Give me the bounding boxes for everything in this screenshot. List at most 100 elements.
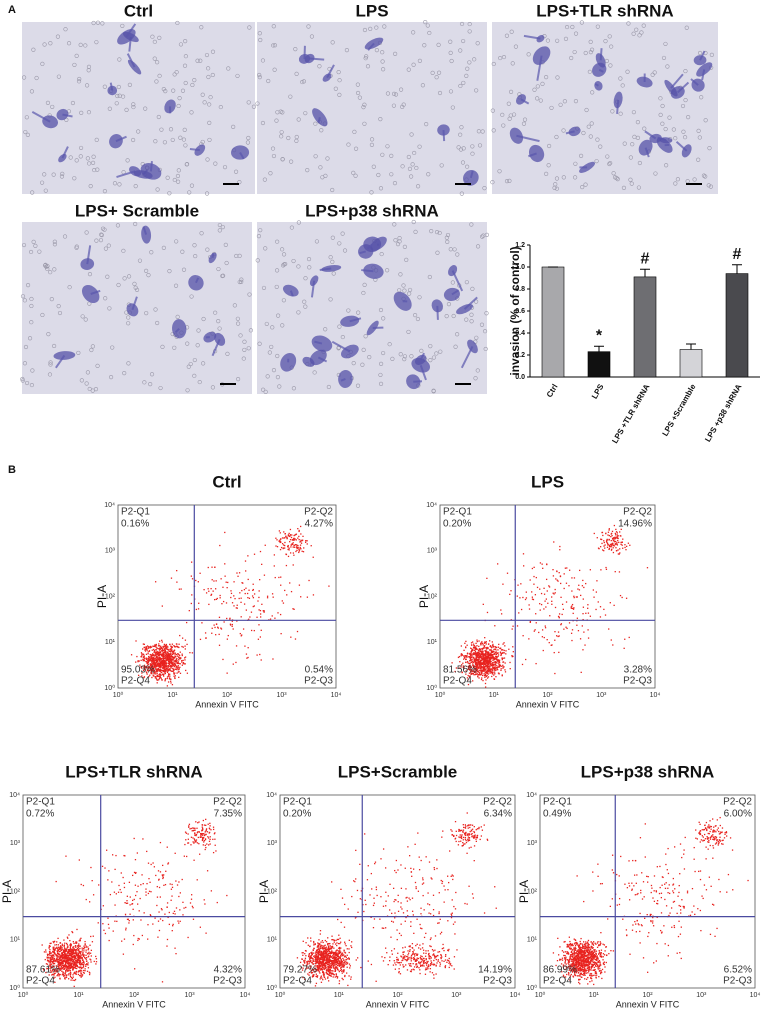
event-dot bbox=[145, 888, 147, 890]
pore bbox=[277, 384, 282, 389]
event-dot bbox=[259, 579, 261, 581]
event-dot bbox=[51, 954, 53, 956]
event-dot bbox=[484, 676, 486, 679]
pore bbox=[270, 325, 275, 330]
pore bbox=[103, 246, 109, 251]
event-dot bbox=[65, 964, 67, 966]
pore bbox=[451, 313, 456, 319]
cell-process bbox=[310, 280, 316, 298]
event-dot bbox=[65, 961, 67, 963]
event-dot bbox=[184, 843, 186, 846]
event-dot bbox=[90, 866, 92, 869]
event-dot bbox=[338, 946, 341, 949]
event-dot bbox=[50, 942, 52, 944]
pore bbox=[257, 31, 262, 36]
event-dot bbox=[310, 966, 312, 968]
event-dot bbox=[138, 660, 140, 662]
event-dot bbox=[123, 938, 126, 940]
event-dot bbox=[481, 677, 483, 679]
event-dot bbox=[492, 650, 494, 652]
event-dot bbox=[159, 677, 161, 679]
pore bbox=[20, 376, 25, 382]
event-dot bbox=[481, 653, 483, 655]
event-dot bbox=[495, 646, 497, 648]
event-dot bbox=[166, 665, 168, 667]
event-dot bbox=[77, 946, 79, 948]
event-dot bbox=[174, 664, 177, 667]
event-dot bbox=[154, 677, 156, 679]
event-dot bbox=[195, 579, 197, 582]
pore bbox=[459, 125, 464, 130]
pore bbox=[365, 64, 371, 69]
pore bbox=[137, 258, 143, 263]
pore bbox=[178, 42, 184, 47]
event-dot bbox=[166, 653, 168, 656]
event-dot bbox=[581, 625, 583, 627]
event-dot bbox=[165, 646, 168, 649]
event-dot bbox=[294, 538, 296, 540]
pore bbox=[33, 243, 38, 248]
pore bbox=[258, 37, 263, 43]
event-dot bbox=[607, 544, 609, 546]
event-dot bbox=[587, 612, 590, 614]
cell bbox=[298, 54, 311, 64]
pore bbox=[63, 27, 68, 32]
cell-process bbox=[359, 250, 367, 255]
event-dot bbox=[490, 669, 492, 671]
event-dot bbox=[51, 971, 53, 973]
cell-process bbox=[451, 289, 460, 296]
event-dot bbox=[140, 659, 142, 662]
event-dot bbox=[235, 645, 238, 647]
event-dot bbox=[600, 538, 603, 541]
event-dot bbox=[61, 944, 64, 947]
pore bbox=[294, 138, 299, 143]
event-dot bbox=[481, 672, 483, 674]
cell-process bbox=[331, 340, 351, 353]
event-dot bbox=[69, 965, 72, 967]
pore bbox=[398, 272, 403, 277]
event-dot bbox=[126, 902, 129, 904]
event-dot bbox=[573, 595, 575, 597]
event-dot bbox=[124, 855, 126, 857]
event-dot bbox=[67, 961, 70, 963]
event-dot bbox=[80, 956, 82, 958]
event-dot bbox=[178, 643, 180, 645]
event-dot bbox=[132, 943, 134, 946]
event-dot bbox=[604, 614, 607, 616]
event-dot bbox=[296, 630, 299, 633]
event-dot bbox=[162, 656, 164, 659]
x-tick-label: 10⁰ bbox=[113, 691, 124, 699]
pore bbox=[473, 376, 478, 381]
event-dot bbox=[553, 593, 555, 595]
cell-process bbox=[289, 290, 294, 297]
error-bar bbox=[640, 268, 650, 277]
event-dot bbox=[170, 645, 172, 647]
x-tick-label: 10² bbox=[129, 992, 140, 999]
event-dot bbox=[75, 946, 77, 948]
event-dot bbox=[318, 947, 320, 950]
pore bbox=[201, 361, 206, 366]
event-dot bbox=[487, 660, 489, 662]
event-dot bbox=[209, 822, 211, 825]
event-dot bbox=[167, 659, 169, 661]
event-dot bbox=[67, 945, 69, 947]
event-dot bbox=[205, 846, 207, 849]
pore bbox=[363, 56, 368, 61]
event-dot bbox=[479, 673, 481, 675]
pore bbox=[62, 234, 68, 239]
event-dot bbox=[288, 532, 290, 535]
event-dot bbox=[83, 950, 85, 952]
event-dot bbox=[484, 670, 487, 672]
event-dot bbox=[155, 668, 157, 670]
event-dot bbox=[509, 593, 511, 596]
event-dot bbox=[74, 949, 76, 952]
event-dot bbox=[132, 874, 134, 877]
event-dot bbox=[166, 656, 169, 659]
event-dot bbox=[274, 617, 276, 619]
event-dot bbox=[75, 967, 78, 970]
event-dot bbox=[603, 545, 605, 547]
event-dot bbox=[313, 955, 315, 957]
pore bbox=[663, 41, 668, 47]
x-tick-label: LPS +TLR shRNA bbox=[610, 382, 651, 445]
event-dot bbox=[142, 669, 145, 672]
